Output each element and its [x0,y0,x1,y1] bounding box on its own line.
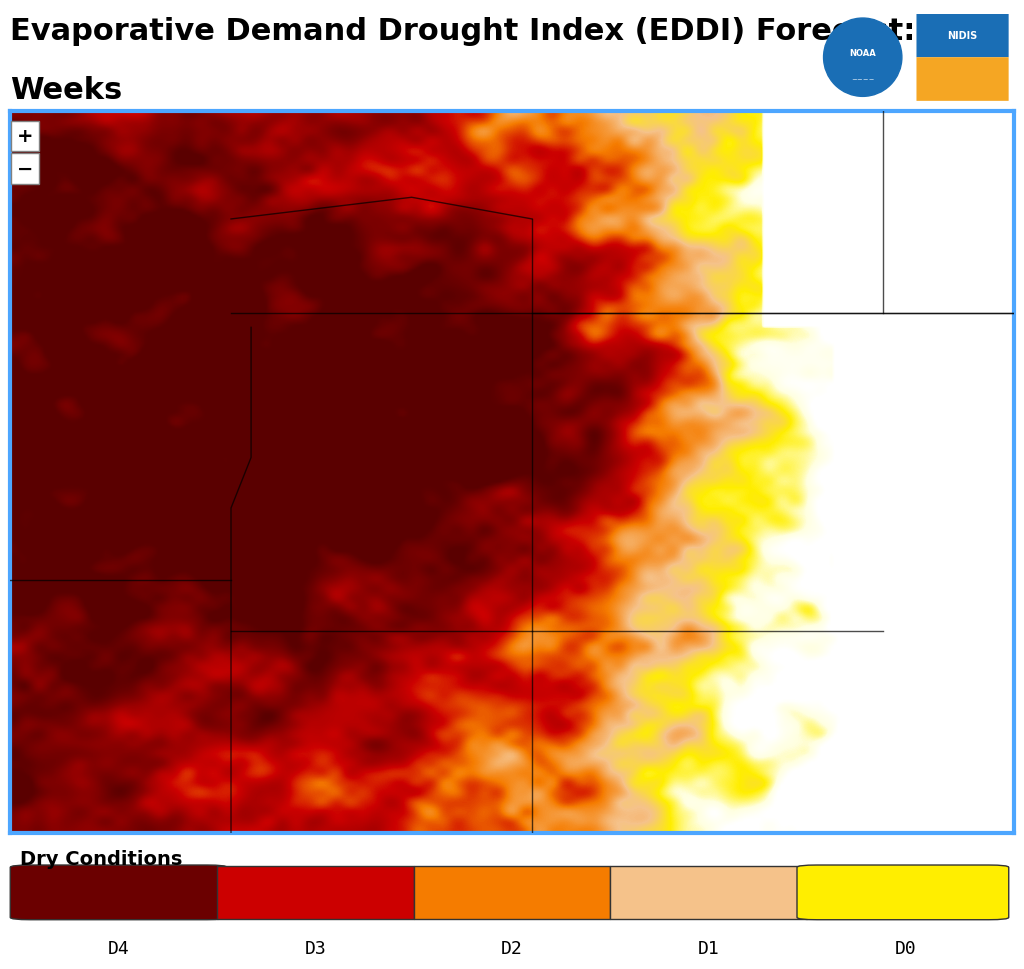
Text: D3: D3 [304,939,327,957]
Text: D1: D1 [697,939,720,957]
Bar [217,866,414,919]
Text: Evaporative Demand Drought Index (EDDI) Forecast: 4: Evaporative Demand Drought Index (EDDI) … [10,17,947,47]
FancyBboxPatch shape [916,58,1009,102]
FancyBboxPatch shape [916,15,1009,58]
Text: Dry Conditions: Dry Conditions [20,849,182,868]
Bar [414,866,610,919]
Text: ~~~~: ~~~~ [851,77,874,83]
FancyBboxPatch shape [797,865,1009,920]
Text: D2: D2 [501,939,523,957]
Bar [610,866,807,919]
Text: −: − [17,160,34,178]
Text: NOAA: NOAA [849,49,877,58]
FancyBboxPatch shape [10,865,227,920]
Text: +: + [17,127,34,146]
Text: NIDIS: NIDIS [947,31,978,42]
Text: Weeks: Weeks [10,76,123,105]
Text: D0: D0 [895,939,916,957]
Text: D4: D4 [108,939,129,957]
Circle shape [823,19,902,97]
